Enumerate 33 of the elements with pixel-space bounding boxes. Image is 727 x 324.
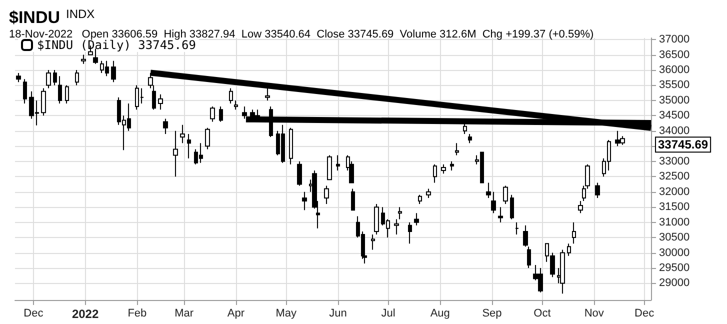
y-tick-label: 30000 [659,246,690,259]
y-tick-label: 36000 [659,64,690,76]
x-tick-label: Jul [381,308,396,320]
x-tick-label: Feb [128,308,147,320]
x-tick-label: May [276,308,298,320]
x-tick-label: 2022 [72,307,99,321]
y-tick-label: 33000 [659,155,690,168]
y-tick-label: 32500 [659,170,690,183]
x-tick-label: Aug [430,308,450,320]
chart-subtitle: 18-Nov-2022 Open 33606.59 High 33827.94 Low 33540.64 Close 33745.69 Volume 312.6M Chg +199.37 (+0.59%) [9,28,594,40]
y-tick-label: 30500 [659,232,690,244]
y-tick-label: 32000 [659,186,690,198]
y-tick-label: 37000 [659,34,690,46]
text: 33745.69 [658,138,708,152]
y-tick-label: 34500 [659,110,690,122]
x-tick-label: Dec [634,308,655,320]
text: INDX [66,7,95,21]
chart-title: $INDU [9,8,60,27]
y-tick-label: 34000 [659,124,690,137]
y-tick-label: 36500 [659,48,690,61]
x-tick-label: Mar [174,308,194,320]
y-tick-label: 35500 [659,79,690,92]
x-tick-label: Sep [482,308,502,320]
x-tick-label: Apr [227,308,245,320]
y-tick-label: 29500 [659,262,690,274]
x-tick-label: Jun [329,308,347,320]
y-tick-label: 35000 [659,94,690,106]
y-tick-label: 31500 [659,201,690,214]
y-tick-label: 29000 [659,277,690,290]
x-tick-label: Oct [534,308,551,320]
y-tick-label: 31000 [659,216,690,228]
x-tick-label: Dec [24,308,44,320]
x-tick-label: Nov [584,308,604,320]
